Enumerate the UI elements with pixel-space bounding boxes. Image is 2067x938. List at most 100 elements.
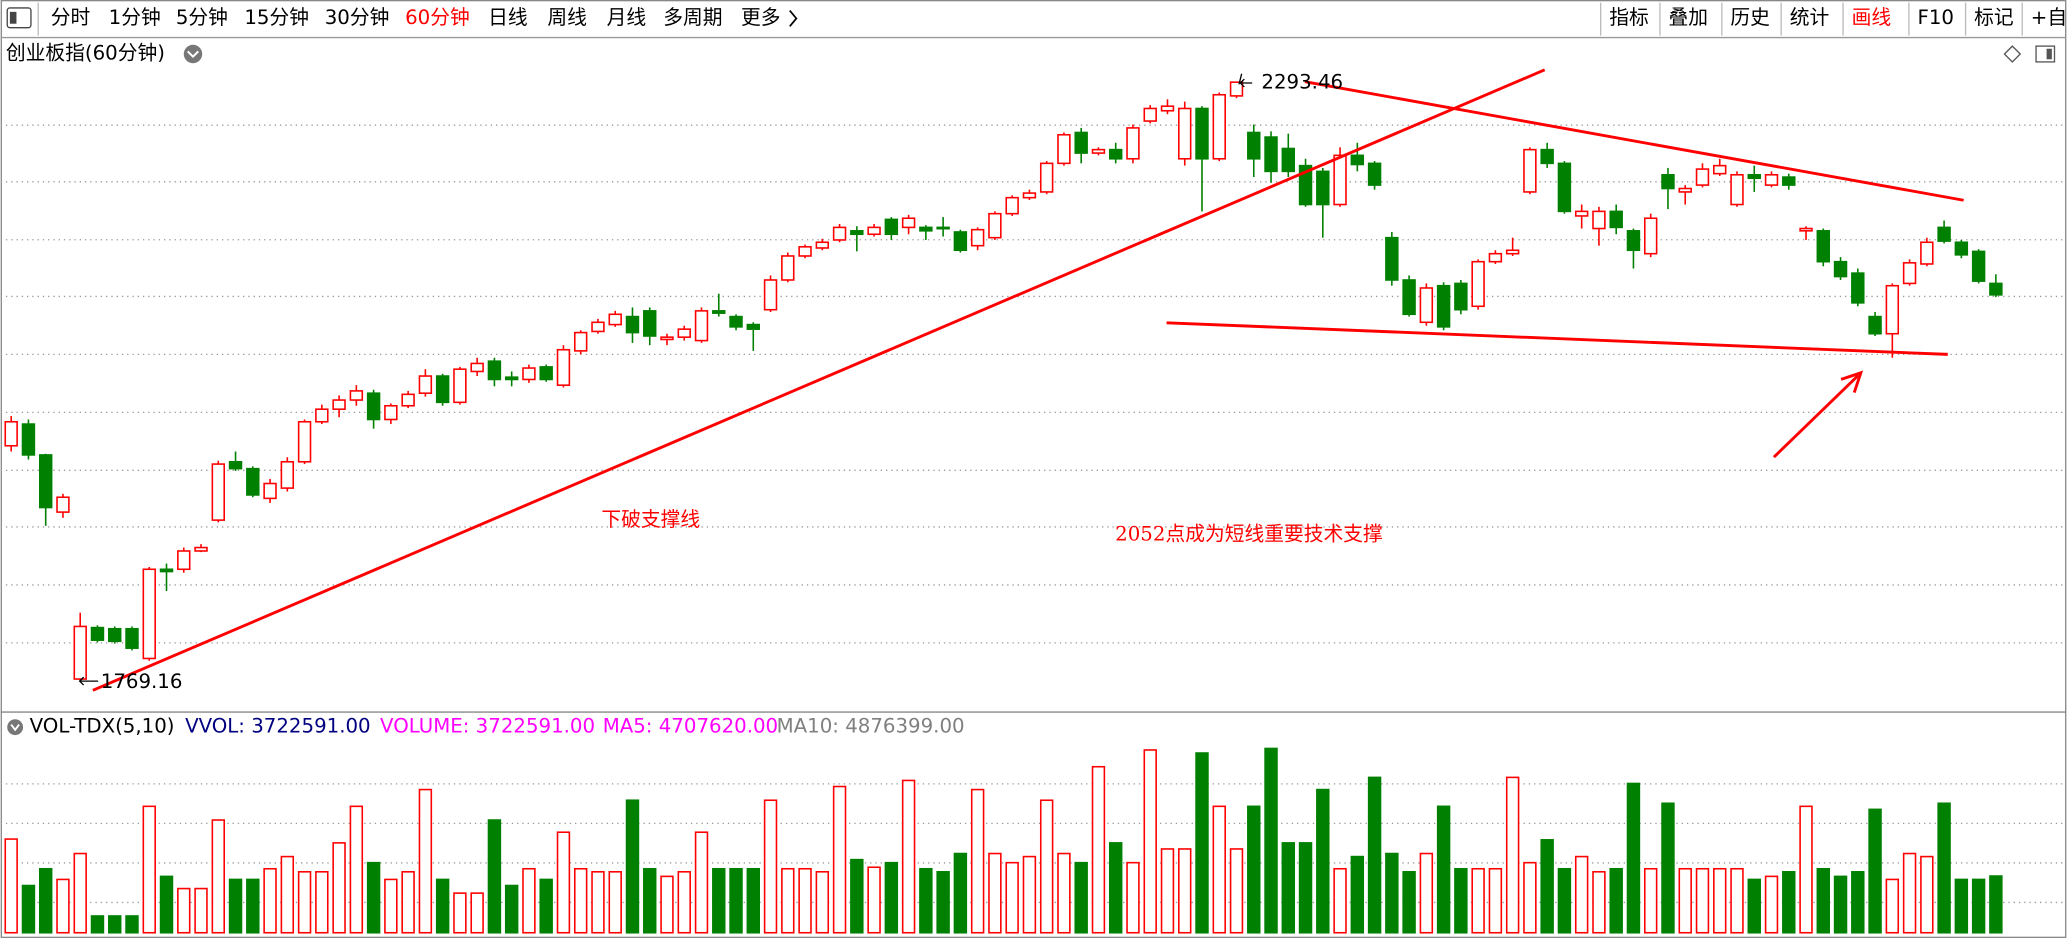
volume-bar	[1074, 861, 1088, 934]
volume-bar	[246, 878, 260, 934]
candle-body	[297, 420, 312, 463]
tool-button[interactable]: F10	[1917, 6, 1954, 29]
volume-bar	[401, 871, 415, 934]
volume-bar	[625, 799, 640, 934]
candle-body	[1178, 107, 1192, 160]
candle-body	[1108, 148, 1123, 160]
period-tab[interactable]: 分时	[51, 6, 91, 29]
candle-body	[194, 546, 208, 552]
panel-icon[interactable]	[2035, 45, 2056, 63]
volume-bar	[988, 852, 1002, 934]
tool-button[interactable]: 标记	[1974, 6, 2014, 29]
candle-body	[832, 226, 847, 241]
period-tab[interactable]: 周线	[547, 6, 587, 29]
candle-body	[522, 367, 536, 381]
volume-bar	[573, 867, 588, 934]
volume-menu-icon	[10, 724, 20, 732]
volume-bar	[1126, 861, 1140, 934]
trend-line	[1304, 80, 1964, 202]
volume-bar	[1488, 867, 1503, 934]
tool-button[interactable]: 叠加	[1668, 6, 1708, 29]
period-tab[interactable]: 5分钟	[176, 6, 228, 29]
candle-body	[677, 328, 691, 338]
candle-body	[798, 246, 812, 257]
volume-bar	[1937, 802, 1951, 934]
candle-body	[936, 226, 950, 230]
volume-bar	[1350, 855, 1365, 934]
volume-bar	[1851, 871, 1865, 934]
volume-bar	[591, 871, 605, 934]
volume-bar	[1229, 848, 1244, 934]
volume-bar	[1436, 805, 1451, 934]
period-tab[interactable]: 月线	[607, 6, 647, 29]
candle-body	[1281, 147, 1296, 173]
trend-line	[92, 68, 1546, 692]
volume-bar	[1143, 749, 1157, 934]
volume-bar	[522, 867, 536, 934]
volume-bar	[1971, 878, 1986, 934]
volume-bar	[211, 819, 226, 934]
volume-bar	[1954, 878, 1969, 934]
volume-bar	[384, 878, 398, 934]
candle-body	[1367, 162, 1382, 186]
candle-body	[901, 217, 916, 229]
volume-bar	[970, 788, 985, 934]
candle-body	[539, 366, 553, 381]
candle-body	[884, 218, 899, 236]
volume-bar	[643, 867, 657, 934]
candle-body	[315, 408, 329, 423]
period-tab[interactable]: 15分钟	[244, 6, 309, 29]
period-tab[interactable]: 多周期	[663, 6, 722, 29]
candle-body	[953, 231, 968, 252]
title-menu[interactable]	[183, 44, 203, 64]
candle-body	[1212, 93, 1226, 160]
candle-body	[1523, 148, 1537, 193]
sidebar-toggle-icon	[9, 11, 17, 24]
volume-bar	[763, 799, 778, 934]
volume-bar	[556, 831, 571, 934]
tool-button[interactable]: +自	[2031, 6, 2067, 29]
tool-button[interactable]: 统计	[1790, 6, 1830, 29]
candle-body	[1091, 148, 1106, 154]
volume-bar	[1316, 788, 1330, 934]
candle-body	[1436, 284, 1451, 328]
candle-body	[608, 313, 622, 326]
volume-bar	[1298, 842, 1313, 934]
candle-body	[1057, 133, 1071, 165]
tool-button[interactable]: 画线	[1852, 6, 1892, 29]
volume-bar	[1799, 805, 1813, 934]
candle-body	[73, 625, 87, 680]
period-tab[interactable]: 日线	[488, 6, 528, 29]
candle-body	[418, 375, 433, 394]
tool-button[interactable]: 指标	[1609, 6, 1649, 29]
volume-menu[interactable]	[7, 719, 24, 736]
candle-body	[1799, 227, 1813, 232]
tool-button[interactable]: 历史	[1730, 6, 1770, 29]
candle-body	[781, 255, 795, 281]
candle-body	[1626, 230, 1641, 252]
diamond-icon[interactable]	[2003, 45, 2022, 63]
candle-body	[1005, 196, 1019, 215]
volume-bar	[867, 866, 881, 934]
volume-bar	[1247, 805, 1261, 934]
volume-bar	[1782, 871, 1796, 934]
volume-bar	[919, 867, 933, 934]
candle-body	[1937, 226, 1951, 242]
candle-body	[38, 454, 53, 509]
volume-bar	[1989, 875, 2003, 934]
period-tab[interactable]: 30分钟	[325, 6, 390, 29]
chart-title: 创业板指(60分钟)	[6, 42, 165, 65]
candle-body	[177, 550, 191, 571]
more-chevron	[789, 9, 798, 27]
period-tab[interactable]: 60分钟	[405, 6, 470, 29]
volume-bar	[712, 867, 726, 934]
period-tab[interactable]: 更多	[741, 6, 781, 29]
candle-body	[1816, 230, 1831, 263]
candle-body	[919, 226, 933, 232]
volume-bar	[108, 915, 122, 934]
volume-bar	[1574, 855, 1589, 934]
volume-bar	[884, 861, 899, 934]
period-tab[interactable]: 1分钟	[109, 6, 161, 29]
